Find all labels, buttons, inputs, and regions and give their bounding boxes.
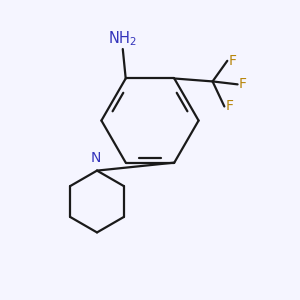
Text: F: F — [229, 54, 236, 68]
Text: F: F — [226, 100, 233, 113]
Text: N: N — [90, 151, 101, 165]
Text: F: F — [239, 77, 247, 92]
Text: NH$_2$: NH$_2$ — [108, 29, 137, 48]
